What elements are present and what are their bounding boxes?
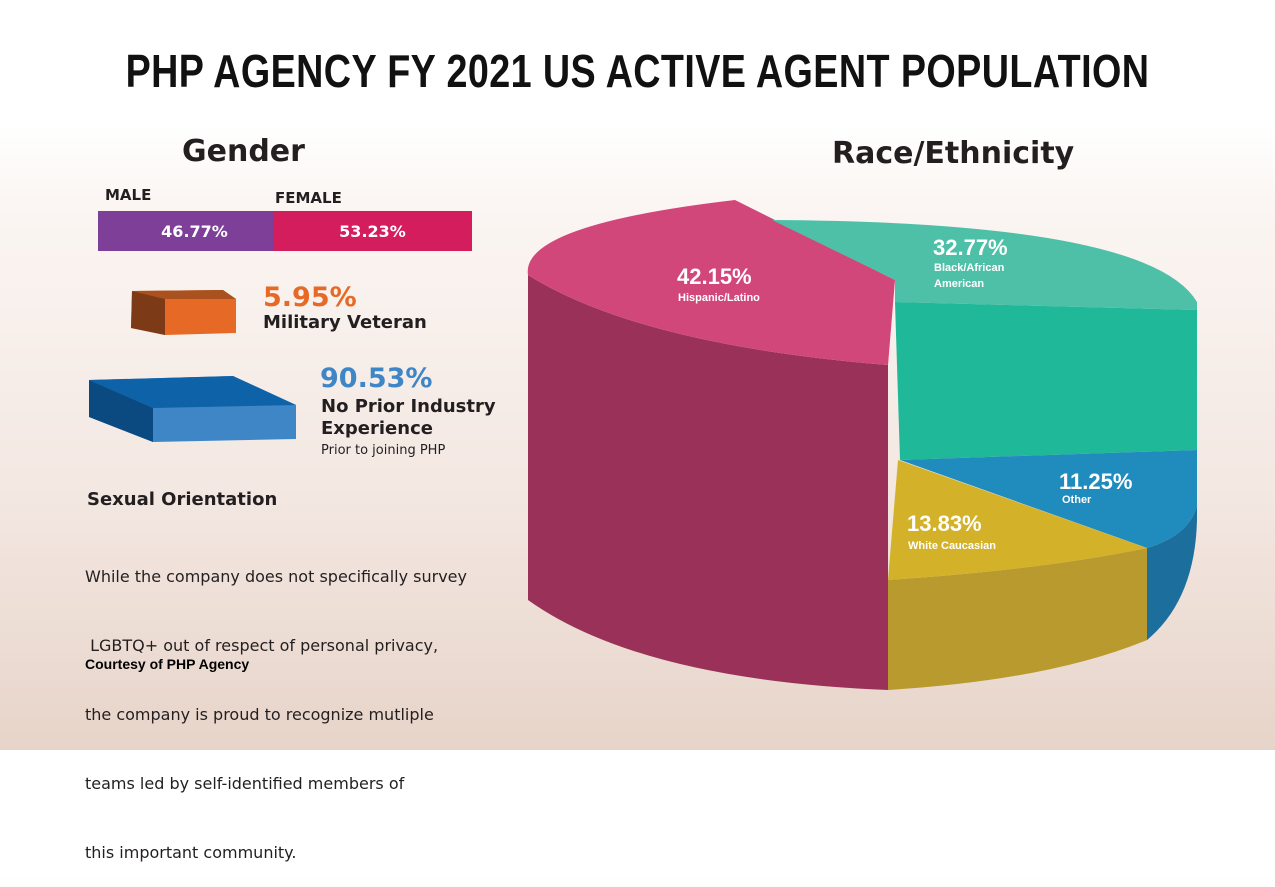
label-hispanic-name: Hispanic/Latino bbox=[678, 292, 760, 304]
pie-slice-other-side bbox=[1147, 505, 1197, 640]
credit-text: Courtesy of PHP Agency bbox=[85, 656, 250, 672]
label-other-value: 11.25% bbox=[1059, 469, 1132, 494]
orientation-line: this important community. bbox=[85, 843, 297, 862]
chart-title: Race/Ethnicity bbox=[832, 136, 1075, 171]
pie-slice-black-top bbox=[772, 220, 1197, 310]
gender-heading: Gender bbox=[182, 134, 305, 169]
military-value: 5.95% bbox=[263, 282, 357, 313]
pie-slice-black bbox=[895, 302, 1197, 460]
orientation-line: LGBTQ+ out of respect of personal privac… bbox=[85, 636, 439, 655]
orientation-line: the company is proud to recognize mutlip… bbox=[85, 705, 434, 724]
label-white-name: White Caucasian bbox=[908, 540, 996, 552]
pie-slice-white bbox=[888, 460, 1147, 580]
male-bar: 46.77% bbox=[98, 211, 273, 251]
pie-slice-hispanic bbox=[527, 200, 895, 365]
female-value: 53.23% bbox=[339, 221, 406, 241]
orientation-line: teams led by self-identified members of bbox=[85, 774, 405, 793]
label-other-name: Other bbox=[1062, 494, 1092, 506]
orientation-heading: Sexual Orientation bbox=[87, 489, 278, 510]
race-pie-chart: 42.15% Hispanic/Latino 32.77% Black/Afri… bbox=[527, 200, 1197, 690]
pie-slice-white-side bbox=[888, 548, 1147, 690]
male-value: 46.77% bbox=[161, 221, 228, 241]
orientation-line: While the company does not specifically … bbox=[85, 567, 467, 586]
female-bar: 53.23% bbox=[273, 211, 472, 251]
female-label: FEMALE bbox=[275, 189, 342, 207]
experience-label-1: No Prior Industry bbox=[321, 396, 496, 417]
label-black-name-2: American bbox=[934, 278, 984, 290]
experience-box-icon bbox=[89, 376, 296, 442]
label-black-value: 32.77% bbox=[933, 235, 1008, 260]
infographic-title: PHP AGENCY FY 2021 US ACTIVE AGENT POPUL… bbox=[125, 45, 1150, 97]
experience-sublabel: Prior to joining PHP bbox=[321, 443, 446, 458]
pie-slice-other bbox=[900, 450, 1197, 548]
pie-slice-hispanic-side bbox=[528, 275, 888, 690]
label-black-name-1: Black/African bbox=[934, 262, 1005, 274]
experience-value: 90.53% bbox=[320, 363, 433, 394]
military-box-icon bbox=[131, 290, 236, 335]
military-label: Military Veteran bbox=[263, 312, 427, 333]
label-white-value: 13.83% bbox=[907, 511, 982, 536]
male-label: MALE bbox=[105, 186, 152, 204]
label-hispanic-value: 42.15% bbox=[677, 264, 752, 289]
experience-label-2: Experience bbox=[321, 418, 433, 439]
